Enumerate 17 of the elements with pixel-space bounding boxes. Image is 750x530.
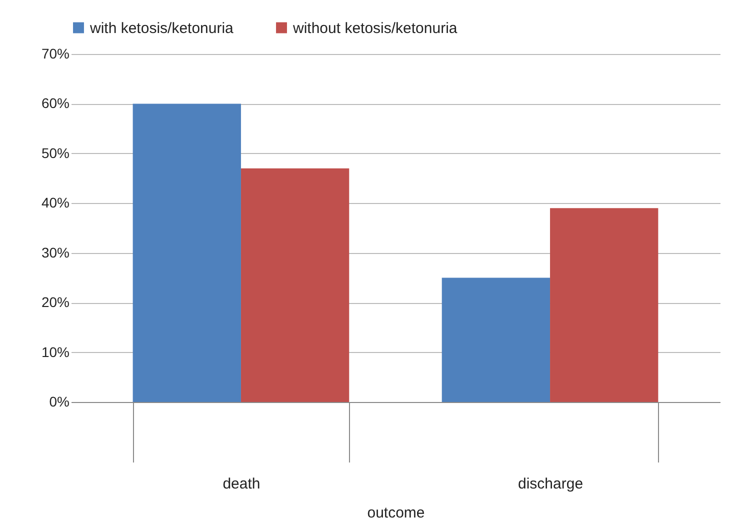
- y-tick-label: 30%: [41, 244, 70, 260]
- y-tick-label: 50%: [41, 144, 70, 161]
- x-axis-title: outcome: [367, 504, 425, 522]
- legend-label: with ketosis/ketonuria: [89, 20, 234, 37]
- bar: [442, 278, 550, 402]
- y-tick-label: 10%: [41, 344, 70, 360]
- y-tick-label: 40%: [41, 194, 70, 211]
- x-tick-label: death: [222, 476, 260, 492]
- bar: [132, 104, 241, 402]
- legend-label: without ketosis/ketonuria: [292, 20, 458, 37]
- bar: [550, 208, 658, 402]
- y-tick-label: 70%: [41, 46, 70, 62]
- bar: [240, 168, 350, 402]
- y-tick-label: 0%: [49, 394, 70, 410]
- y-tick-label: 20%: [41, 294, 70, 310]
- x-tick-label: discharge: [518, 476, 584, 492]
- y-tick-label: 60%: [41, 95, 70, 112]
